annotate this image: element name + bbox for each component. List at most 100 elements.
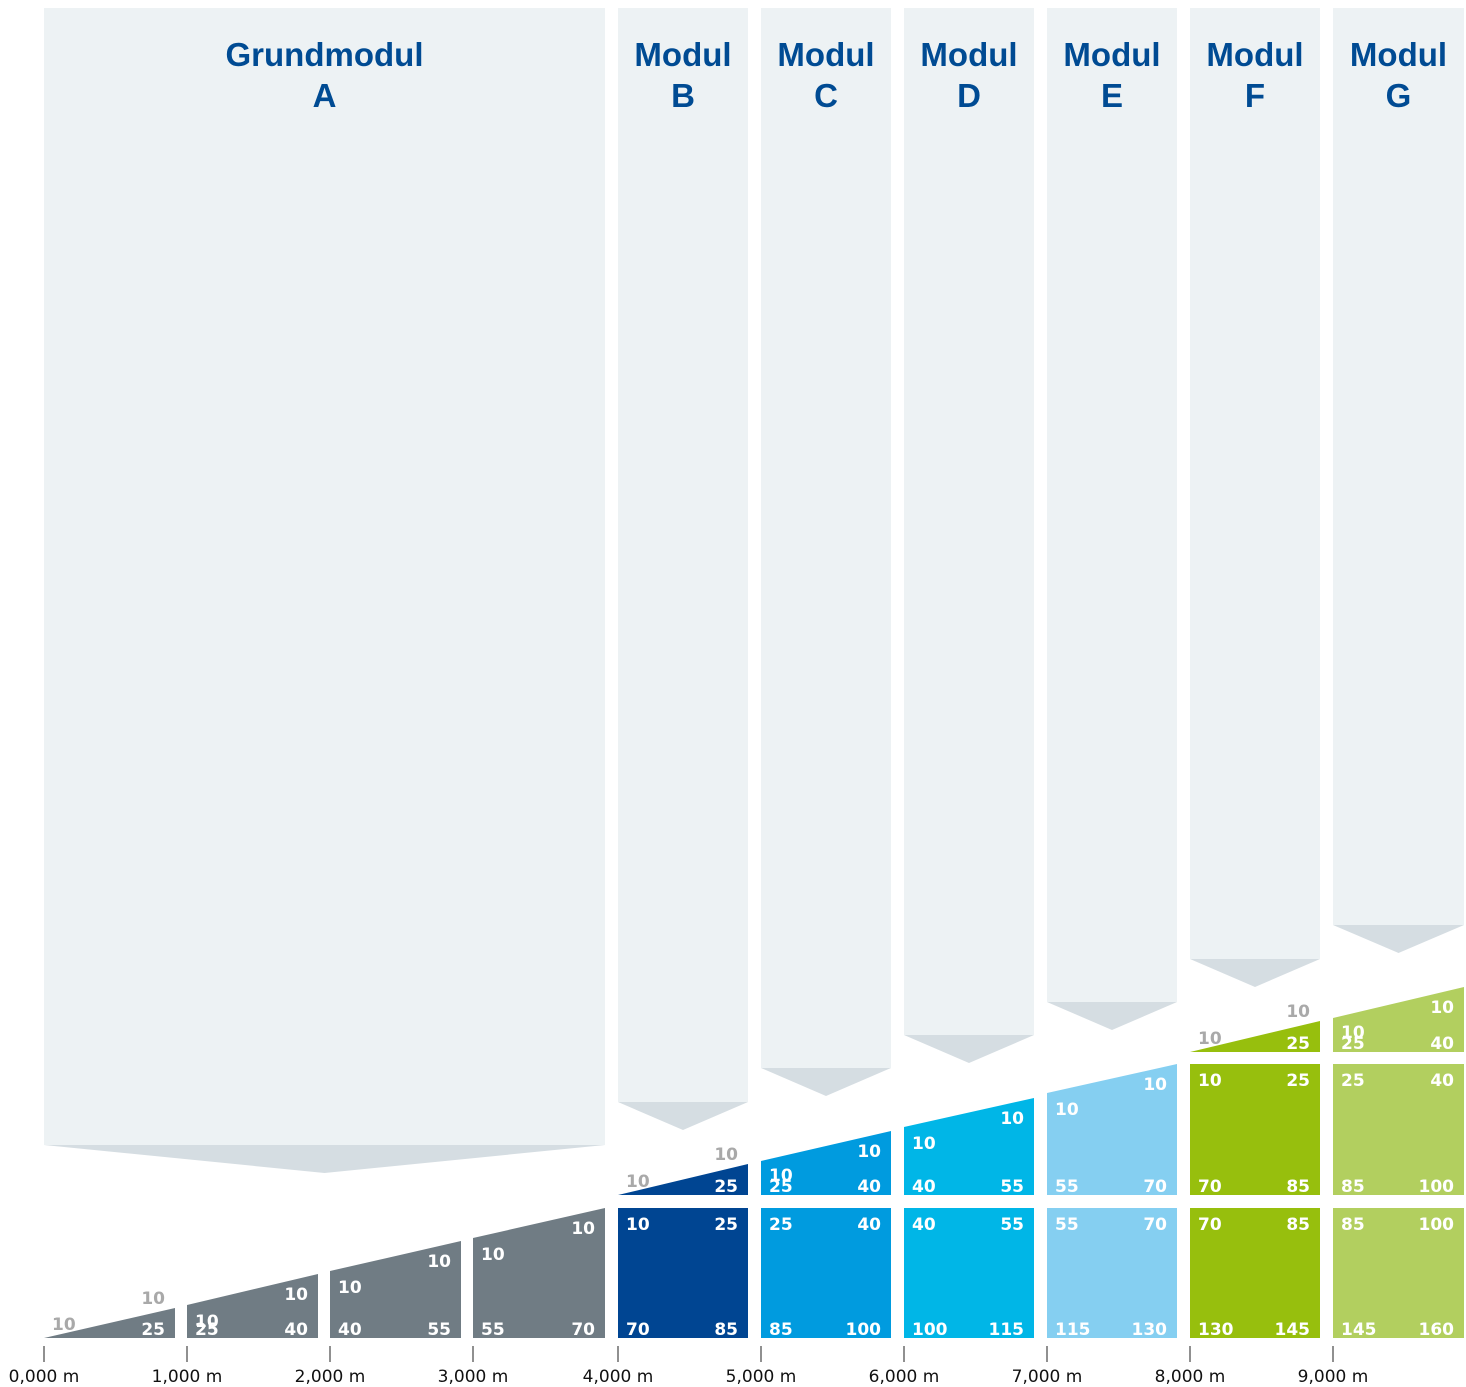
block-label: 115 (1055, 1320, 1091, 1340)
grundmodul-block (473, 1208, 605, 1338)
block-label: 100 (846, 1320, 882, 1340)
distance-axis: 0,000 m 1,000 m 2,000 m 3,000 m 4,000 m 5,000… (9, 1346, 1369, 1387)
block-label: 25 (714, 1215, 738, 1235)
block-label: 10 (481, 1245, 505, 1265)
wedge-label: 10 (1286, 1002, 1310, 1022)
block-label: 25 (769, 1215, 793, 1235)
wedge-label: 10 (1055, 1100, 1079, 1120)
grundmodul-block (44, 1308, 175, 1338)
module-title: Modul (777, 36, 874, 73)
block-label: 55 (481, 1320, 505, 1340)
module-wedge-block (761, 1131, 891, 1195)
down-arrow-icon (44, 1145, 605, 1173)
block-label: 25 (141, 1320, 165, 1340)
module-lower-block (761, 1208, 891, 1338)
module-letter: C (814, 77, 838, 114)
module-letter: B (671, 77, 695, 114)
module-wedge-block (1047, 1064, 1177, 1195)
block-label: 100 (1419, 1215, 1455, 1235)
module-letter: F (1245, 77, 1265, 114)
grundmodul-block (330, 1241, 461, 1338)
wedge-label: 10 (1430, 998, 1454, 1018)
down-arrow-icon (761, 1068, 891, 1096)
module-lower-block (618, 1208, 748, 1338)
axis-tick-label: 3,000 m (438, 1367, 509, 1387)
wedge-label: 25 (769, 1177, 793, 1197)
block-label: 115 (989, 1320, 1025, 1340)
grundmodul-block (187, 1274, 318, 1338)
wedge-label: 25 (714, 1177, 738, 1197)
block-label: 10 (141, 1289, 165, 1309)
axis-tick-label: 7,000 m (1012, 1367, 1083, 1387)
module-wedge-block (1190, 1021, 1320, 1052)
block-label: 40 (912, 1215, 936, 1235)
block-label: 10 (1198, 1071, 1222, 1091)
block-label: 70 (571, 1320, 595, 1340)
block-label: 10 (626, 1215, 650, 1235)
block-label: 40 (857, 1215, 881, 1235)
module-letter: D (957, 77, 981, 114)
axis-tick-label: 1,000 m (152, 1367, 223, 1387)
wedge-label: 10 (714, 1145, 738, 1165)
down-arrow-icon (618, 1102, 748, 1130)
block-label: 100 (1419, 1177, 1455, 1197)
block-label: 85 (1286, 1215, 1310, 1235)
wedge-label: 55 (1000, 1177, 1024, 1197)
module-title: Modul (1063, 36, 1160, 73)
wedge-label: 70 (1143, 1177, 1167, 1197)
module-column-bg (1333, 8, 1464, 925)
module-wedge-block (618, 1164, 748, 1195)
axis-tick-label: 0,000 m (9, 1367, 80, 1387)
block-label: 70 (626, 1320, 650, 1340)
block-label: 145 (1341, 1320, 1377, 1340)
wedge-label: 10 (769, 1166, 793, 1186)
block-label: 10 (284, 1285, 308, 1305)
block-label: 70 (1198, 1215, 1222, 1235)
wedge-label: 10 (1143, 1075, 1167, 1095)
wedge-label: 10 (1341, 1023, 1365, 1043)
block-label: 40 (284, 1320, 308, 1340)
block-label: 10 (571, 1219, 595, 1239)
module-lower-block (1333, 1208, 1464, 1338)
down-arrow-icon (904, 1035, 1034, 1063)
block-label: 85 (1341, 1177, 1365, 1197)
block-label: 55 (1000, 1215, 1024, 1235)
axis-tick-label: 4,000 m (583, 1367, 654, 1387)
block-label: 160 (1419, 1320, 1455, 1340)
axis-tick-label: 9,000 m (1298, 1367, 1369, 1387)
block-label: 40 (1430, 1071, 1454, 1091)
block-label: 10 (427, 1252, 451, 1272)
wedge-label: 10 (1000, 1109, 1024, 1129)
down-arrow-icon (1333, 925, 1464, 953)
wedge-label: 25 (1286, 1034, 1310, 1054)
module-title: Modul (920, 36, 1017, 73)
block-label: 10 (195, 1312, 219, 1332)
module-title: Modul (634, 36, 731, 73)
module-lower-block (1047, 1208, 1177, 1338)
module-title: Grundmodul (226, 36, 424, 73)
down-arrow-icon (1047, 1002, 1177, 1030)
module-title: Modul (1206, 36, 1303, 73)
module-wedge-block (1333, 987, 1464, 1052)
module-lower-block (904, 1208, 1034, 1338)
block-label: 85 (769, 1320, 793, 1340)
wedge-label: 40 (1430, 1034, 1454, 1054)
module-upper-block (1190, 1064, 1320, 1195)
module-column-bg (761, 8, 891, 1068)
wedge-label: 25 (1341, 1034, 1365, 1054)
axis-tick-label: 8,000 m (1155, 1367, 1226, 1387)
block-label: 130 (1198, 1320, 1234, 1340)
module-letter: E (1101, 77, 1123, 114)
block-label: 55 (1055, 1215, 1079, 1235)
module-upper-block (1333, 1064, 1464, 1195)
block-label: 85 (1341, 1215, 1365, 1235)
block-label: 70 (1198, 1177, 1222, 1197)
down-arrow-icon (1190, 959, 1320, 987)
module-wedge-block (904, 1098, 1034, 1195)
wedge-label: 10 (626, 1172, 650, 1192)
block-label: 85 (1286, 1177, 1310, 1197)
axis-tick-label: 5,000 m (726, 1367, 797, 1387)
block-label: 25 (195, 1320, 219, 1340)
module-column-bg (44, 8, 605, 1145)
